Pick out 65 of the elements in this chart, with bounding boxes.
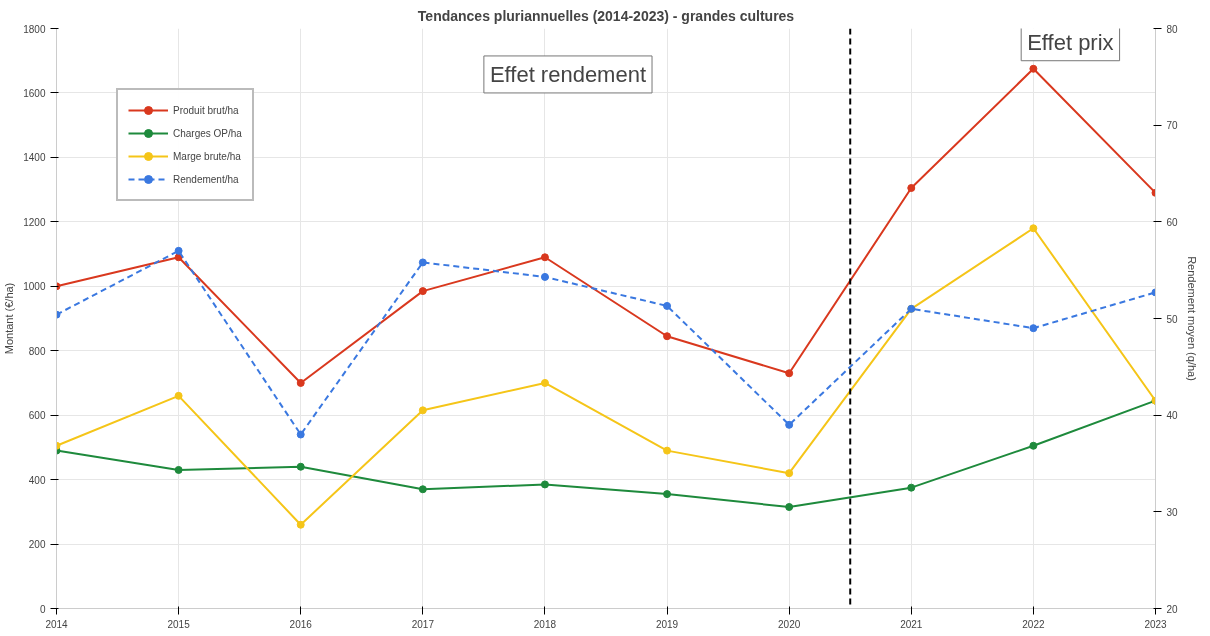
legend-label: Marge brute/ha	[173, 150, 241, 162]
point	[663, 301, 672, 310]
annotation: Effet prix	[1027, 29, 1114, 55]
point	[296, 430, 305, 439]
point	[540, 480, 549, 489]
y-axis-title: Montant (€/ha)	[3, 282, 16, 355]
point	[1029, 64, 1038, 73]
x-tick-label: 2019	[655, 618, 679, 630]
y2-tick-label: 80	[1166, 23, 1179, 35]
point	[296, 462, 305, 471]
y2-tick-label: 50	[1166, 313, 1179, 325]
point	[785, 369, 794, 378]
point	[540, 253, 549, 262]
x-tick-label: 2015	[167, 618, 191, 630]
point	[174, 246, 183, 255]
y2-axis-title: Rendement moyen (q/ha)	[1185, 256, 1198, 381]
point	[1029, 441, 1038, 450]
point	[540, 272, 549, 281]
y2-tick-label: 70	[1166, 120, 1179, 132]
point	[540, 378, 549, 387]
chart-title: Tendances pluriannuelles (2014-2023) - grandes cultures	[417, 7, 795, 24]
point	[907, 184, 916, 192]
point	[418, 485, 427, 494]
point	[907, 483, 916, 492]
point	[418, 258, 427, 267]
y-tick-label: 1200	[23, 216, 46, 228]
x-tick-label: 2018	[533, 618, 557, 630]
legend-label: Produit brut/ha	[173, 104, 239, 116]
point	[663, 490, 672, 499]
y-tick-label: 800	[28, 345, 46, 357]
point	[785, 469, 794, 478]
y2-tick-label: 40	[1166, 410, 1179, 422]
x-tick-label: 2020	[778, 618, 801, 630]
x-tick-label: 2014	[45, 618, 69, 630]
y-tick-label: 1600	[23, 87, 46, 99]
y-tick-label: 200	[28, 539, 46, 551]
x-tick-label: 2023	[1144, 618, 1168, 630]
y2-tick-label: 30	[1166, 506, 1179, 518]
y2-tick-label: 20	[1166, 603, 1179, 615]
point	[785, 503, 794, 511]
y-tick-label: 600	[28, 410, 46, 422]
point	[1029, 324, 1038, 333]
y2-tick-label: 60	[1166, 216, 1179, 228]
point	[785, 420, 794, 429]
point	[174, 465, 183, 474]
point	[296, 378, 305, 387]
point	[174, 391, 183, 400]
y-tick-label: 1400	[23, 152, 46, 164]
x-tick-label: 2017	[411, 618, 435, 630]
point	[1029, 224, 1038, 233]
y-tick-label: 1800	[23, 23, 46, 35]
point	[663, 446, 672, 455]
y-tick-label: 0	[39, 603, 46, 615]
x-tick-label: 2021	[900, 618, 923, 630]
point	[418, 287, 427, 296]
annotation: Effet rendement	[489, 61, 647, 87]
legend-label: Rendement/ha	[173, 173, 239, 185]
y-tick-label: 1000	[23, 281, 46, 293]
x-tick-label: 2022	[1022, 618, 1045, 630]
point	[296, 520, 305, 529]
point	[663, 332, 672, 341]
y-tick-label: 400	[28, 474, 46, 486]
legend-label: Charges OP/ha	[173, 127, 242, 139]
point	[418, 406, 427, 415]
x-tick-label: 2016	[289, 618, 313, 630]
